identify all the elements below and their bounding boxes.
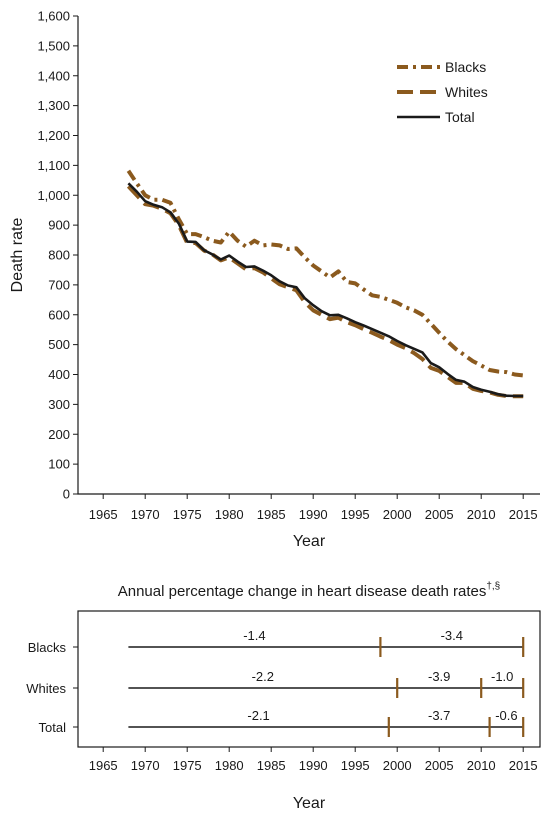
y-tick-label: 900 — [48, 218, 70, 233]
y-tick-label: 700 — [48, 277, 70, 292]
y-tick-label: 1,000 — [37, 188, 70, 203]
y-tick-label: 1,300 — [37, 98, 70, 113]
y-tick-label: 300 — [48, 397, 70, 412]
bottom-chart-title: Annual percentage change in heart diseas… — [118, 581, 501, 600]
x-tick-label: 2015 — [509, 507, 538, 522]
y-tick-label: 400 — [48, 367, 70, 382]
y-tick-label: 1,100 — [37, 158, 70, 173]
y-tick-label: 1,400 — [37, 68, 70, 83]
y-tick-label: 0 — [63, 487, 70, 502]
y-tick-label: 1,200 — [37, 128, 70, 143]
segment-apc-label: -2.1 — [247, 708, 269, 723]
x-tick-label: 1965 — [89, 507, 118, 522]
segment-row-total: Total -2.1 -3.7 -0.6 — [39, 708, 525, 737]
x-tick-label: 1990 — [299, 507, 328, 522]
bottom-chart-box — [77, 610, 541, 748]
top-chart-x-ticks: 1965 1970 1975 1980 1985 1990 1995 2000 2005 2010… — [89, 494, 538, 522]
series-line-total — [127, 182, 524, 398]
top-chart-x-axis-title: Year — [293, 533, 326, 550]
segment-apc-label: -2.2 — [252, 669, 274, 684]
bottom-x-tick-label: 1990 — [299, 758, 328, 773]
bottom-x-tick-label: 2005 — [425, 758, 454, 773]
series-line-blacks — [126, 169, 524, 378]
x-tick-label: 2000 — [383, 507, 412, 522]
segment-apc-label: -1.0 — [491, 669, 513, 684]
segment-apc-label: -3.4 — [441, 628, 463, 643]
y-tick-label: 600 — [48, 307, 70, 322]
y-tick-label: 100 — [48, 457, 70, 472]
bottom-chart-title-superscript: †,§ — [486, 581, 500, 592]
row-label: Whites — [26, 681, 66, 696]
segment-apc-label: -1.4 — [243, 628, 265, 643]
segment-row-whites: Whites -2.2 -3.9 -1.0 — [26, 669, 525, 698]
y-tick-label: 200 — [48, 427, 70, 442]
top-chart-legend: Blacks Whites Total — [397, 59, 488, 125]
bottom-chart-title-text: Annual percentage change in heart diseas… — [118, 583, 487, 600]
annual-change-segment-chart: Annual percentage change in heart diseas… — [26, 581, 541, 812]
bottom-x-tick-label: 1975 — [173, 758, 202, 773]
top-chart-y-ticks: 0 100 200 300 400 500 600 700 800 900 1,000 1,100 1,… — [37, 9, 78, 502]
x-tick-label: 1995 — [341, 507, 370, 522]
legend-label-whites: Whites — [445, 84, 488, 100]
bottom-x-tick-label: 2015 — [509, 758, 538, 773]
top-chart-series — [126, 169, 524, 399]
legend-label-blacks: Blacks — [445, 59, 486, 75]
row-label: Total — [39, 720, 67, 735]
y-tick-label: 800 — [48, 248, 70, 263]
x-tick-label: 2005 — [425, 507, 454, 522]
legend-label-total: Total — [445, 109, 475, 125]
bottom-x-tick-label: 1970 — [131, 758, 160, 773]
bottom-x-tick-label: 1965 — [89, 758, 118, 773]
y-tick-label: 1,500 — [37, 38, 70, 53]
bottom-x-tick-label: 1995 — [341, 758, 370, 773]
bottom-chart-x-ticks: 1965 1970 1975 1980 1985 1990 1995 2000 2005 2010… — [89, 747, 538, 773]
x-tick-label: 1980 — [215, 507, 244, 522]
series-line-whites — [126, 184, 524, 399]
bottom-chart-rows: Blacks -1.4 -3.4 Whites -2.2 -3.9 -1.0 Total -2.… — [26, 628, 525, 737]
row-label: Blacks — [28, 640, 67, 655]
bottom-x-tick-label: 1985 — [257, 758, 286, 773]
bottom-x-tick-label: 1980 — [215, 758, 244, 773]
death-rate-line-chart: 0 100 200 300 400 500 600 700 800 900 1,000 1,100 1,… — [9, 9, 540, 550]
x-tick-label: 1970 — [131, 507, 160, 522]
x-tick-label: 1975 — [173, 507, 202, 522]
x-tick-label: 1985 — [257, 507, 286, 522]
bottom-x-tick-label: 2000 — [383, 758, 412, 773]
top-chart-y-axis-title: Death rate — [9, 218, 26, 293]
bottom-chart-x-axis-title: Year — [293, 795, 326, 812]
segment-row-blacks: Blacks -1.4 -3.4 — [28, 628, 525, 657]
bottom-chart-frame — [77, 610, 541, 748]
segment-apc-label: -3.7 — [428, 708, 450, 723]
segment-apc-label: -0.6 — [495, 708, 517, 723]
x-tick-label: 2010 — [467, 507, 496, 522]
bottom-x-tick-label: 2010 — [467, 758, 496, 773]
segment-apc-label: -3.9 — [428, 669, 450, 684]
y-tick-label: 500 — [48, 337, 70, 352]
y-tick-label: 1,600 — [37, 9, 70, 24]
